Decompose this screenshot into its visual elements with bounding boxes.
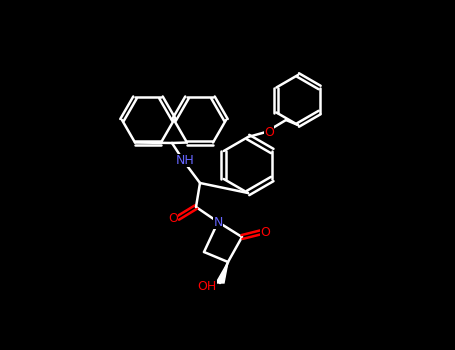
Text: OH: OH xyxy=(198,280,217,293)
Polygon shape xyxy=(216,262,228,283)
Text: O: O xyxy=(260,225,270,238)
Text: N: N xyxy=(213,216,222,229)
Text: O: O xyxy=(168,211,178,224)
Text: O: O xyxy=(264,126,274,139)
Text: NH: NH xyxy=(176,154,194,167)
